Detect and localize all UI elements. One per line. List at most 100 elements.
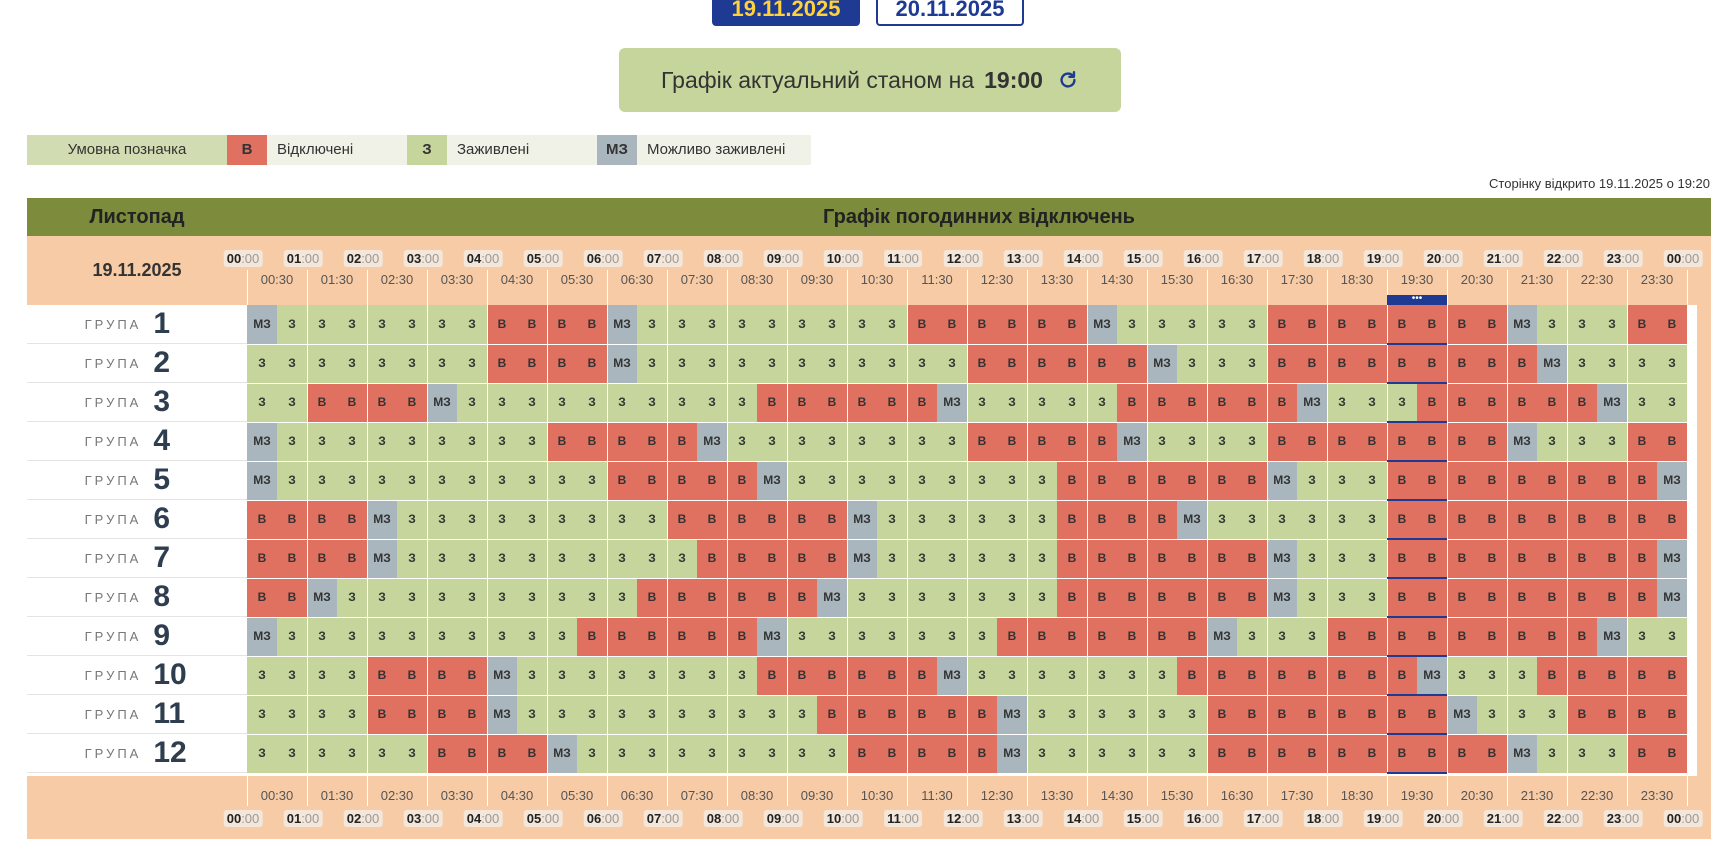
schedule-cell: В bbox=[787, 500, 817, 539]
schedule-cell: З bbox=[847, 305, 877, 344]
hour-label: 02:00 bbox=[343, 810, 383, 827]
schedule-cell: В bbox=[1417, 578, 1447, 617]
schedule-cell: З bbox=[247, 656, 277, 695]
half-hour-label: 00:30 bbox=[260, 272, 294, 287]
schedule-cell: З bbox=[517, 695, 547, 734]
hour-minutes: :00 bbox=[1501, 251, 1520, 266]
schedule-cell: В bbox=[1207, 578, 1237, 617]
schedule-cell: З bbox=[907, 422, 937, 461]
hour-value: 10 bbox=[826, 811, 842, 826]
hour-tick bbox=[1507, 270, 1508, 305]
schedule-cell: З bbox=[1297, 578, 1327, 617]
row-separator bbox=[247, 617, 1711, 618]
schedule-cell: В bbox=[817, 695, 847, 734]
schedule-cell: З bbox=[847, 422, 877, 461]
hour-minutes: :00 bbox=[1201, 811, 1220, 826]
schedule-cell: В bbox=[727, 617, 757, 656]
row-separator bbox=[247, 734, 1711, 735]
refresh-icon[interactable] bbox=[1057, 69, 1079, 91]
schedule-cell: В bbox=[307, 539, 337, 578]
hour-label: 00:00 bbox=[1663, 250, 1703, 267]
hour-tick bbox=[907, 776, 908, 806]
schedule-cell: З bbox=[1597, 305, 1627, 344]
hour-label: 03:00 bbox=[403, 810, 443, 827]
schedule-cell: З bbox=[1447, 656, 1477, 695]
date-tab-today[interactable]: 19.11.2025 bbox=[712, 0, 860, 26]
hour-value: 12 bbox=[946, 251, 962, 266]
hour-tick bbox=[1027, 270, 1028, 305]
schedule-cell: В bbox=[967, 422, 997, 461]
schedule-cell: З bbox=[1627, 617, 1657, 656]
hour-label: 12:00 bbox=[943, 250, 983, 267]
schedule-cell: В bbox=[1297, 344, 1327, 383]
schedule-cell: В bbox=[1627, 500, 1657, 539]
schedule-cell: В bbox=[1327, 734, 1357, 773]
status-label: Графік актуальний станом на bbox=[661, 66, 975, 93]
schedule-cell: З bbox=[967, 617, 997, 656]
group-label: ГРУПА 4 bbox=[27, 422, 247, 461]
schedule-cell: З bbox=[757, 344, 787, 383]
hour-gridline bbox=[1087, 305, 1088, 776]
schedule-cell: В bbox=[1237, 695, 1267, 734]
schedule-cell: МЗ bbox=[547, 734, 577, 773]
schedule-cell: В bbox=[1477, 734, 1507, 773]
schedule-cell: З bbox=[1657, 383, 1687, 422]
half-hour-label: 23:30 bbox=[1640, 788, 1674, 803]
opened-timestamp: Сторінку відкрито 19.11.2025 о 19:20 bbox=[1489, 176, 1710, 191]
hour-value: 02 bbox=[346, 251, 362, 266]
schedule-cell: З bbox=[1237, 617, 1267, 656]
schedule-cell: З bbox=[937, 578, 967, 617]
schedule-cell: В bbox=[1177, 383, 1207, 422]
schedule-cell: В bbox=[1267, 344, 1297, 383]
schedule-cell: В bbox=[1387, 539, 1417, 578]
group-number: 5 bbox=[153, 463, 171, 496]
schedule-cell: МЗ bbox=[367, 500, 397, 539]
hour-gridline bbox=[667, 305, 668, 776]
group-word: ГРУПА bbox=[84, 472, 142, 488]
schedule-cell: МЗ bbox=[307, 578, 337, 617]
time-axis-top: 19.11.2025 00:00 01:00 02:00 03:00 04:00 05:0… bbox=[27, 236, 1711, 305]
schedule-cell: З bbox=[547, 656, 577, 695]
hour-minutes: :00 bbox=[1441, 251, 1460, 266]
schedule-cell: З bbox=[277, 695, 307, 734]
date-tab-tomorrow[interactable]: 20.11.2025 bbox=[876, 0, 1024, 26]
hour-tick bbox=[727, 776, 728, 806]
schedule-cell: В bbox=[1057, 461, 1087, 500]
schedule-cell: В bbox=[637, 617, 667, 656]
schedule-cell: МЗ bbox=[847, 500, 877, 539]
hour-label: 18:00 bbox=[1303, 810, 1343, 827]
hour-gridline bbox=[307, 305, 308, 776]
half-hour-label: 18:30 bbox=[1340, 788, 1374, 803]
schedule-cell: З bbox=[337, 578, 367, 617]
schedule-cell: В bbox=[367, 383, 397, 422]
schedule-cell: З bbox=[457, 422, 487, 461]
hour-value: 09 bbox=[766, 251, 782, 266]
schedule-cell: З bbox=[1357, 500, 1387, 539]
schedule-cell: В bbox=[727, 500, 757, 539]
group-label: ГРУПА 7 bbox=[27, 539, 247, 578]
schedule-cell: В bbox=[307, 500, 337, 539]
schedule-cell: З bbox=[457, 344, 487, 383]
schedule-cell: В bbox=[877, 383, 907, 422]
schedule-cell: МЗ bbox=[937, 656, 967, 695]
schedule-cell: З bbox=[1537, 422, 1567, 461]
schedule-cell: З bbox=[697, 656, 727, 695]
schedule-cell: В bbox=[1267, 656, 1297, 695]
schedule-cell: В bbox=[1657, 734, 1687, 773]
schedule-cell: З bbox=[397, 617, 427, 656]
schedule-cell: З bbox=[577, 539, 607, 578]
schedule-cell: В bbox=[1417, 617, 1447, 656]
group-row: ГРУПА 2 З З З З З З З З В В В В МЗ З З З З З З З З З З З В В В В В В МЗ З… bbox=[27, 344, 1711, 383]
hour-value: 17 bbox=[1246, 811, 1262, 826]
schedule-cell: В bbox=[1387, 695, 1417, 734]
schedule-cell: В bbox=[1507, 578, 1537, 617]
hour-value: 05 bbox=[526, 251, 542, 266]
hour-tick bbox=[787, 776, 788, 806]
legend-maybe-label: Можливо заживлені bbox=[637, 135, 811, 165]
schedule-cell: В bbox=[1087, 578, 1117, 617]
schedule-cell: З bbox=[247, 344, 277, 383]
legend-on-label: Заживлені bbox=[447, 135, 597, 165]
current-time-rule bbox=[1387, 460, 1447, 462]
hour-tick bbox=[787, 270, 788, 305]
schedule-cell: В bbox=[907, 305, 937, 344]
